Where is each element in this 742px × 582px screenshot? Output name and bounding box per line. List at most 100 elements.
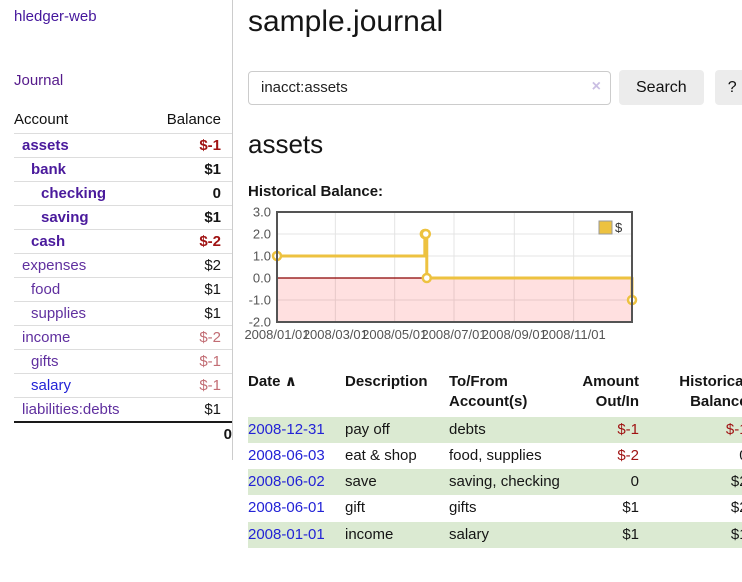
accounts-header-balance: Balance [166,111,221,128]
transaction-date-link[interactable]: 2008-12-31 [248,420,325,438]
sort-ascending-icon: ∧ [284,373,297,390]
transaction-accounts: saving, checking [449,473,560,490]
transaction-accounts: salary [449,525,490,543]
account-balance: 0 [148,181,232,206]
register-table: Date ∧ Description To/From Account(s) Am… [248,370,742,548]
account-balance: $1 [148,157,232,182]
account-balance: $-1 [148,133,232,158]
clear-search-icon[interactable]: × [591,77,601,95]
account-row-checking: checking 0 [14,181,232,206]
accounts-header-account: Account [14,111,69,128]
transaction-amount: 0 [630,473,639,490]
account-row-saving: saving $1 [14,205,232,230]
search-form: × Search ? [248,70,742,105]
account-balance: $-1 [148,373,232,398]
register-row: 2008-01-01 income salary $1 $1 [248,521,742,548]
app-layout: hledger-web Journal Account Balance asse… [0,0,742,548]
svg-text:3.0: 3.0 [253,207,271,220]
register-header-row: Date ∧ Description To/From Account(s) Am… [248,370,742,417]
svg-text:1.0: 1.0 [253,249,271,264]
account-link-bank[interactable]: bank [31,161,67,178]
account-link-food[interactable]: food [31,281,61,298]
account-balance: $1 [148,301,232,326]
transaction-balance: $-1 [725,420,742,438]
transaction-description: eat & shop [345,446,417,464]
account-row-supplies: supplies $1 [14,301,232,326]
transaction-accounts: food, supplies [449,446,542,464]
transaction-amount: $-2 [617,446,639,464]
account-link-salary[interactable]: salary [31,377,72,394]
chart-title: Historical Balance: [248,183,384,200]
account-row-salary: salary $-1 [14,373,232,398]
column-header-balance: Historical Balance [679,373,742,411]
column-header-description: Description [345,373,428,390]
account-link-expenses[interactable]: expenses [22,257,87,274]
transaction-accounts: gifts [449,499,477,517]
svg-text:2008/09/01: 2008/09/01 [482,327,547,342]
account-link-supplies[interactable]: supplies [31,305,87,322]
historical-balance-chart: $3.0 2.0 1.0 0.0 -1.0 -2.0 2008/01/01 2008/03/0… [240,205,742,353]
account-link-cash[interactable]: cash [31,233,66,250]
transaction-description: gift [345,499,366,517]
accounts-header-row: Account Balance [14,108,232,134]
account-row-income: income $-2 [14,325,232,350]
svg-text:2.0: 2.0 [253,227,271,242]
svg-text:0.0: 0.0 [253,271,271,286]
account-row-expenses: expenses $2 [14,253,232,278]
transaction-accounts: debts [449,420,486,438]
sidebar: hledger-web Journal Account Balance asse… [0,0,233,460]
search-button[interactable]: Search [619,70,704,105]
transaction-balance: $1 [730,525,742,543]
account-balance: $1 [148,277,232,302]
account-title: assets [248,129,324,159]
account-row-liabilities-debts: liabilities:debts $1 [14,397,232,422]
account-balance: $2 [148,253,232,278]
svg-text:2008/07/01: 2008/07/01 [421,327,486,342]
account-row-assets: assets $-1 [14,133,232,158]
svg-text:$: $ [615,220,623,235]
svg-text:2008/05/01: 2008/05/01 [362,327,427,342]
account-balance: $-2 [148,229,232,254]
transaction-description: save [345,473,377,490]
account-link-checking[interactable]: checking [41,185,107,202]
brand-link[interactable]: hledger-web [14,8,97,25]
transaction-amount: $1 [622,525,639,543]
account-row-bank: bank $1 [14,157,232,182]
transaction-date-link[interactable]: 2008-06-03 [248,446,325,464]
account-link-liabilities-debts[interactable]: liabilities:debts [22,401,120,418]
account-link-assets[interactable]: assets [22,137,69,154]
svg-text:2008/03/01: 2008/03/01 [303,327,368,342]
register-row: 2008-06-02 save saving, checking 0 $2 [248,469,742,496]
account-balance: $1 [148,397,232,422]
account-link-gifts[interactable]: gifts [31,353,59,370]
account-balance: $1 [148,205,232,230]
register-row: 2008-06-03 eat & shop food, supplies $-2… [248,443,742,469]
main-content: sample.journal × Search ? assets Histori… [233,0,742,548]
svg-text:-1.0: -1.0 [249,293,271,308]
column-header-accounts: To/From Account(s) [449,373,528,411]
svg-text:-2.0: -2.0 [249,315,271,330]
register-row: 2008-06-01 gift gifts $1 $2 [248,495,742,521]
account-row-cash: cash $-2 [14,229,232,254]
transaction-description: income [345,525,394,543]
search-box: × [248,70,611,105]
accounts-total-row: 0 [14,421,232,446]
accounts-table: Account Balance assets $-1 bank $1 check… [14,108,232,446]
column-header-date[interactable]: Date ∧ [248,373,297,390]
account-row-gifts: gifts $-1 [14,349,232,374]
column-header-amount: Amount Out/In [582,373,639,411]
transaction-date-link[interactable]: 2008-06-02 [248,473,325,490]
help-button[interactable]: ? [714,70,742,105]
sidebar-item-journal[interactable]: Journal [14,72,64,89]
account-link-income[interactable]: income [22,329,71,346]
search-input[interactable] [248,70,611,105]
page-title: sample.journal [248,5,444,38]
transaction-balance: 0 [641,443,742,469]
transaction-description: pay off [345,420,390,438]
transaction-balance: $2 [730,499,742,517]
account-link-saving[interactable]: saving [41,209,89,226]
transaction-date-link[interactable]: 2008-01-01 [248,525,325,543]
transaction-date-link[interactable]: 2008-06-01 [248,499,325,517]
transaction-balance: $2 [730,473,742,490]
account-row-food: food $1 [14,277,232,302]
